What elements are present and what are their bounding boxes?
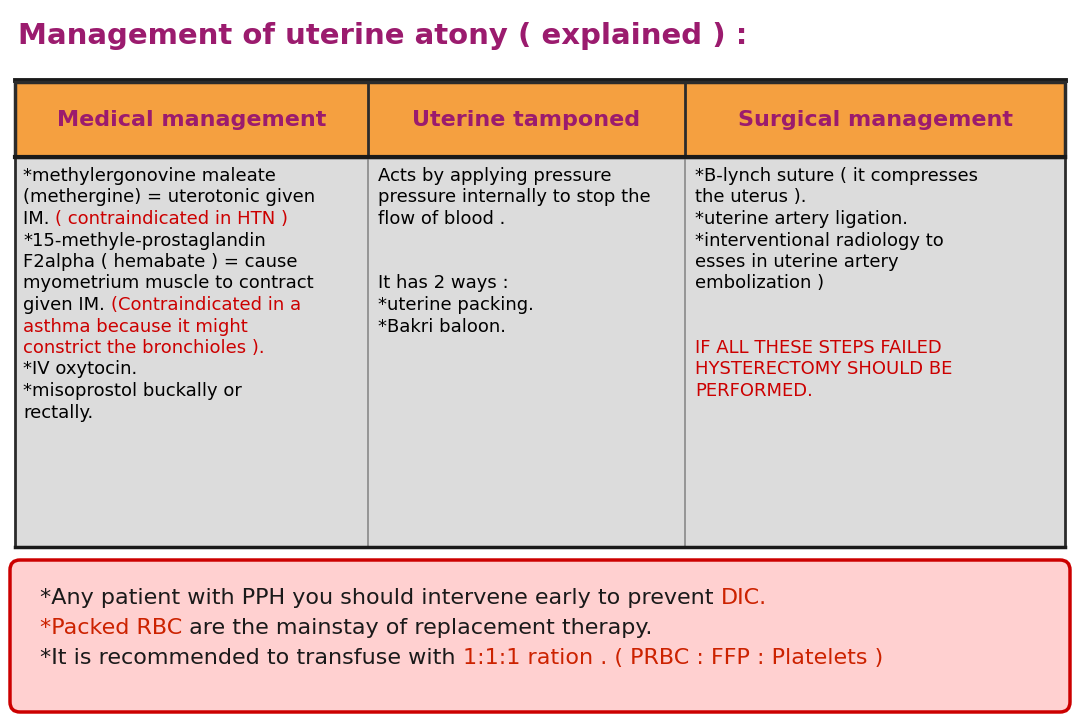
Text: Surgical management: Surgical management [738,109,1013,130]
Text: myometrium muscle to contract: myometrium muscle to contract [23,274,313,292]
Text: *Any patient with PPH you should intervene early to prevent: *Any patient with PPH you should interve… [40,588,720,608]
Bar [15,157,1065,547]
Text: *Bakri baloon.: *Bakri baloon. [378,318,507,336]
Text: *uterine artery ligation.: *uterine artery ligation. [696,210,908,228]
Text: *IV oxytocin.: *IV oxytocin. [23,361,137,379]
Text: flow of blood .: flow of blood . [378,210,505,228]
Text: pressure internally to stop the: pressure internally to stop the [378,189,650,207]
Text: IM.: IM. [23,210,55,228]
Text: *Packed RBC: *Packed RBC [40,618,183,638]
Text: PERFORMED.: PERFORMED. [696,382,813,400]
Text: *misoprostol buckally or: *misoprostol buckally or [23,382,242,400]
Text: rectally.: rectally. [23,403,93,421]
Text: embolization ): embolization ) [696,274,824,292]
Text: Medical management: Medical management [57,109,326,130]
Text: HYSTERECTOMY SHOULD BE: HYSTERECTOMY SHOULD BE [696,361,953,379]
Text: F2alpha ( hemabate ) = cause: F2alpha ( hemabate ) = cause [23,253,297,271]
Text: asthma because it might: asthma because it might [23,318,247,336]
Text: esses in uterine artery: esses in uterine artery [696,253,899,271]
Text: 1:1:1 ration . ( PRBC : FFP : Platelets ): 1:1:1 ration . ( PRBC : FFP : Platelets … [462,648,882,668]
FancyBboxPatch shape [10,560,1070,712]
Text: DIC.: DIC. [720,588,767,608]
Text: Acts by applying pressure: Acts by applying pressure [378,167,611,185]
Text: are the mainstay of replacement therapy.: are the mainstay of replacement therapy. [183,618,652,638]
Text: IF ALL THESE STEPS FAILED: IF ALL THESE STEPS FAILED [696,339,942,357]
Text: given IM.: given IM. [23,296,110,314]
Text: *uterine packing.: *uterine packing. [378,296,534,314]
Text: (methergine) = uterotonic given: (methergine) = uterotonic given [23,189,315,207]
Text: It has 2 ways :: It has 2 ways : [378,274,509,292]
Text: *interventional radiology to: *interventional radiology to [696,232,944,250]
Text: *methylergonovine maleate: *methylergonovine maleate [23,167,275,185]
Text: *B-lynch suture ( it compresses: *B-lynch suture ( it compresses [696,167,978,185]
Text: (Contraindicated in a: (Contraindicated in a [110,296,300,314]
Text: ( contraindicated in HTN ): ( contraindicated in HTN ) [55,210,288,228]
Text: Uterine tamponed: Uterine tamponed [413,109,640,130]
Text: Management of uterine atony ( explained ) :: Management of uterine atony ( explained … [18,22,747,50]
Bar [15,82,1065,157]
Text: *It is recommended to transfuse with: *It is recommended to transfuse with [40,648,462,668]
Text: *15-methyle-prostaglandin: *15-methyle-prostaglandin [23,232,266,250]
Text: constrict the bronchioles ).: constrict the bronchioles ). [23,339,265,357]
Text: the uterus ).: the uterus ). [696,189,807,207]
